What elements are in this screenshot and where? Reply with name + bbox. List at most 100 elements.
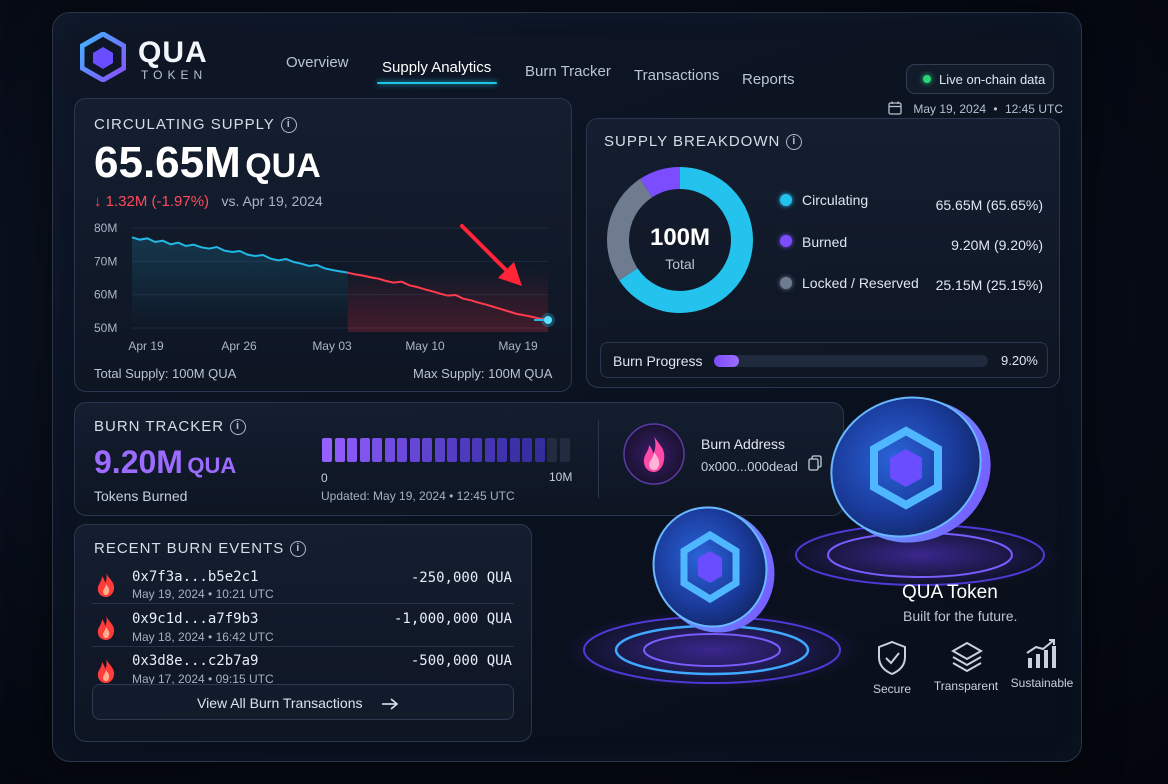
supply-line-chart: 80M 70M 60M 50M Apr 19 Apr 26 May 03 May 10 May … [94,221,555,353]
series-line-decline [347,271,549,321]
burn-segment [522,438,532,462]
burn-segment [509,438,520,462]
circulating-change: ↓ 1.32M (-1.97%) vs. Apr 19, 2024 [94,193,323,211]
brand-sub: TOKEN [141,68,208,82]
burned-unit: QUA [187,453,237,478]
flame-icon [97,573,115,597]
tab-supply-analytics[interactable]: Supply Analytics [382,59,492,76]
event-hash[interactable]: 0x3d8e...c2b7a9 [132,653,259,669]
change-value: ↓ 1.32M (-1.97%) [94,193,210,210]
burn-progress-label: Burn Progress [613,353,703,369]
burn-segment [372,438,382,462]
down-arrow-icon [460,224,522,286]
tab-transactions[interactable]: Transactions [634,67,720,84]
burn-scale-min: 0 [321,471,328,485]
tab-overview[interactable]: Overview [286,54,349,71]
burn-segment [472,438,482,462]
event-hash[interactable]: 0x7f3a...b5e2c1 [132,569,259,585]
legend-dot-circulating [780,194,792,206]
donut-slice-locked[interactable] [607,167,753,313]
event-amount: -250,000 QUA [410,570,512,586]
x-tick-label: May 03 [312,339,352,353]
arrow-right-icon [382,698,399,710]
calendar-icon [888,101,902,115]
legend-locked-label: Locked / Reserved [802,275,919,291]
legend-locked-value: 25.15M (25.15%) [935,277,1043,293]
feature-secure: Secure [872,682,912,696]
live-status-dot [923,75,931,83]
info-icon[interactable]: i [786,134,803,151]
burn-segment [347,438,357,462]
current-datetime: May 19, 2024 • 12:45 UTC [888,101,1063,116]
live-data-badge: Live on-chain data [906,64,1054,94]
donut-center-value: 100M [649,224,711,251]
y-tick-label: 50M [94,321,117,335]
x-tick-label: Apr 26 [221,339,257,353]
burn-segment [547,438,557,462]
hexagon-logo-icon [80,32,126,82]
series-area [132,237,348,328]
y-tick-label: 60M [94,288,117,302]
burn-updated-time: Updated: May 19, 2024 • 12:45 UTC [321,489,515,503]
time-text: 12:45 UTC [1004,102,1063,116]
legend-circulating-label: Circulating [802,192,869,208]
burn-segment [359,438,370,462]
info-icon[interactable]: i [280,117,297,134]
burn-segment [322,438,332,462]
latest-point[interactable] [544,316,552,324]
flame-icon [97,659,115,683]
y-tick-label: 70M [94,254,117,268]
donut-center-label: Total [665,256,695,272]
event-hash[interactable]: 0x9c1d...a7f9b3 [132,611,259,627]
burn-tracker-card [74,402,844,516]
tokens-burned-label: Tokens Burned [94,488,188,504]
burn-segment [559,438,570,462]
tab-reports[interactable]: Reports [742,71,795,88]
burn-segment [334,438,345,462]
burn-tracker-title: BURN TRACKER i [94,418,247,436]
burn-progress-row: Burn Progress 9.20% [600,342,1048,378]
row-divider [92,603,514,604]
info-icon[interactable]: i [230,419,247,436]
circulating-amount: 65.65M [94,138,241,187]
events-title-text: RECENT BURN EVENTS [94,540,285,557]
event-time: May 17, 2024 • 09:15 UTC [132,672,274,686]
shield-check-icon [878,640,906,676]
layers-icon [950,641,984,673]
breakdown-title: SUPPLY BREAKDOWN i [604,133,803,151]
donut-slice-burned[interactable] [607,167,753,313]
supply-donut-chart [607,167,753,313]
view-all-label: View All Burn Transactions [197,695,363,711]
burned-value: 9.20M [94,444,183,480]
burn-address-label: Burn Address [701,436,786,452]
burn-segment [397,438,407,462]
live-data-label: Live on-chain data [939,72,1046,87]
date-text: May 19, 2024 [913,102,987,116]
total-supply-label: Total Supply: 100M QUA [94,366,237,381]
x-tick-label: May 19 [498,339,538,353]
legend-circulating-value: 65.65M (65.65%) [935,197,1043,213]
legend-burned-value: 9.20M (9.20%) [951,237,1043,253]
token-coins-illustration [562,396,1060,690]
series-line-normal [131,236,348,274]
event-amount: -1,000,000 QUA [393,611,512,627]
max-supply-label: Max Supply: 100M QUA [413,366,553,381]
legend-dot-burned [780,235,792,247]
event-amount: -500,000 QUA [410,653,512,669]
circulating-title: CIRCULATING SUPPLY i [94,116,297,134]
active-tab-indicator [377,82,497,84]
burn-progress-fill [714,355,740,367]
burned-amount: 9.20M QUA [94,444,236,481]
feature-sustainable: Sustainable [1010,676,1074,690]
burn-divider [598,420,599,498]
events-title: RECENT BURN EVENTS i [94,540,307,558]
tab-burn-tracker[interactable]: Burn Tracker [525,63,611,80]
info-icon[interactable]: i [290,541,307,558]
breakdown-title-text: SUPPLY BREAKDOWN [604,133,781,150]
burn-segment [497,438,507,462]
copy-icon[interactable] [808,455,822,471]
burn-segment [384,438,395,462]
x-tick-label: May 10 [405,339,445,353]
event-time: May 18, 2024 • 16:42 UTC [132,630,274,644]
view-all-burns-button[interactable]: View All Burn Transactions [92,684,514,720]
